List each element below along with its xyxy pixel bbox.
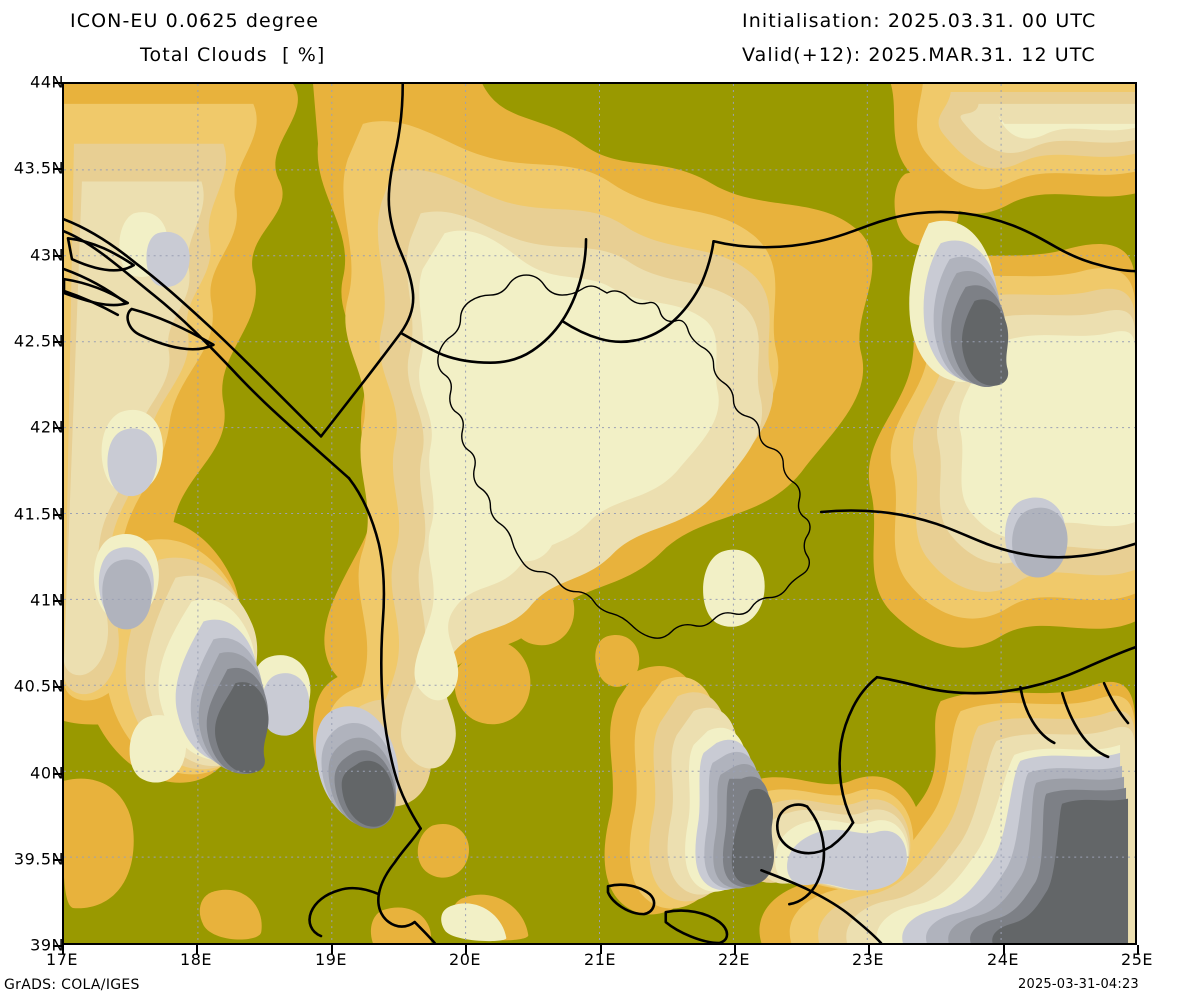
map-plot-area[interactable]	[62, 82, 1137, 945]
x-axis-tick-24e	[1003, 945, 1005, 954]
coastline-and-borders	[64, 84, 1135, 943]
y-axis-tick-39-5n	[53, 859, 62, 861]
y-axis-label-41n: 41N	[30, 590, 64, 610]
y-axis-tick-43n	[53, 255, 62, 257]
map-gridlines	[64, 84, 1135, 943]
y-axis-tick-41n	[53, 600, 62, 602]
x-axis-label-25e: 25E	[1121, 950, 1153, 969]
x-axis-label-22e: 22E	[718, 950, 750, 969]
y-axis-tick-39n	[53, 945, 62, 947]
y-axis-tick-43-5n	[53, 168, 62, 170]
x-axis-label-24e: 24E	[987, 950, 1019, 969]
x-axis-label-19e: 19E	[315, 950, 347, 969]
y-axis-label-42n: 42N	[30, 417, 64, 437]
x-axis-label-20e: 20E	[449, 950, 481, 969]
x-axis-label-18e: 18E	[180, 950, 212, 969]
y-axis-tick-42-5n	[53, 341, 62, 343]
valid-time-label: Valid(+12): 2025.MAR.31. 12 UTC	[742, 44, 1096, 66]
x-axis-label-17e: 17E	[46, 950, 78, 969]
contour-level-10	[215, 299, 1129, 943]
x-axis-label-21e: 21E	[584, 950, 616, 969]
y-axis-label-43n: 43N	[30, 245, 64, 265]
y-axis-label-39-5n: 39.5N	[13, 849, 64, 869]
x-axis-tick-19e	[331, 945, 333, 954]
y-axis-label-40-5n: 40.5N	[13, 676, 64, 696]
x-axis-tick-25e	[1137, 945, 1139, 954]
render-timestamp-label: 2025-03-31-04:23	[1018, 977, 1139, 992]
y-axis-label-42-5n: 42.5N	[13, 331, 64, 351]
y-axis-tick-40n	[53, 773, 62, 775]
x-axis-tick-17e	[62, 945, 64, 954]
x-axis-tick-21e	[600, 945, 602, 954]
cloud-cover-contour-map	[64, 84, 1135, 943]
y-axis-tick-44n	[53, 82, 62, 84]
initialisation-label: Initialisation: 2025.03.31. 00 UTC	[742, 10, 1097, 32]
page-title-model: ICON-EU 0.0625 degree	[70, 10, 320, 32]
x-axis-tick-20e	[465, 945, 467, 954]
y-axis-label-41-5n: 41.5N	[13, 504, 64, 524]
x-axis-tick-22e	[734, 945, 736, 954]
y-axis-label-39n: 39N	[30, 935, 64, 955]
x-axis-label-23e: 23E	[852, 950, 884, 969]
grads-credit-label: GrADS: COLA/IGES	[4, 977, 140, 993]
y-axis-tick-41-5n	[53, 514, 62, 516]
y-axis-tick-42n	[53, 427, 62, 429]
x-axis-tick-18e	[196, 945, 198, 954]
y-axis-label-44n: 44N	[30, 72, 64, 92]
page-title-field: Total Clouds [ %]	[140, 44, 326, 66]
y-axis-tick-40-5n	[53, 686, 62, 688]
y-axis-label-43-5n: 43.5N	[13, 158, 64, 178]
y-axis-label-40n: 40N	[30, 763, 64, 783]
x-axis-tick-23e	[868, 945, 870, 954]
